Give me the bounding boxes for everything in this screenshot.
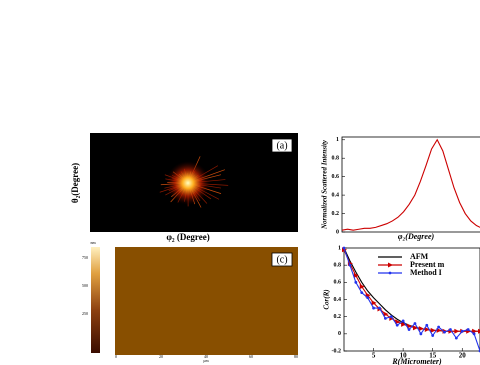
marker bbox=[412, 325, 418, 331]
line bbox=[341, 138, 480, 231]
panel-label: (c) bbox=[276, 254, 287, 265]
y-axis-label: θ₂(Degree) bbox=[70, 163, 80, 203]
y-tick-label: 0.8 bbox=[332, 156, 340, 162]
marker bbox=[378, 306, 381, 310]
y-tick-label: 0.2 bbox=[334, 314, 342, 320]
marker bbox=[401, 319, 405, 323]
colorbar-tick-label: 500 bbox=[82, 283, 88, 288]
x-tick-label: 40 bbox=[204, 354, 208, 359]
marker bbox=[425, 323, 429, 327]
colorbar bbox=[91, 247, 100, 353]
afm-image bbox=[115, 247, 298, 355]
marker bbox=[348, 263, 352, 267]
x-tick-label: 20 bbox=[459, 352, 467, 360]
marker bbox=[418, 326, 424, 332]
marker bbox=[449, 328, 452, 331]
colorbar-tick-label: 750 bbox=[82, 255, 88, 260]
colorbar-tick-label: 250 bbox=[82, 311, 88, 316]
y-tick-label: 0.8 bbox=[334, 263, 342, 269]
marker bbox=[472, 328, 478, 334]
legend-marker bbox=[388, 271, 392, 275]
marker bbox=[359, 284, 365, 290]
plot-frame bbox=[341, 136, 480, 233]
y-tick-label: -0.2 bbox=[332, 348, 342, 354]
x-tick-label: 15 bbox=[429, 352, 437, 360]
y-tick-label: 0.6 bbox=[332, 174, 340, 180]
marker bbox=[401, 321, 407, 327]
marker bbox=[371, 300, 377, 306]
marker bbox=[407, 328, 411, 331]
marker bbox=[454, 336, 458, 340]
marker bbox=[372, 306, 375, 310]
marker bbox=[437, 325, 441, 329]
y-tick-label: 0.4 bbox=[332, 192, 340, 198]
y-tick-label: 0.4 bbox=[334, 297, 342, 303]
marker bbox=[419, 332, 423, 336]
marker bbox=[430, 327, 436, 333]
marker bbox=[360, 291, 364, 295]
x-tick-label: 5 bbox=[372, 352, 376, 360]
marker bbox=[366, 296, 370, 300]
legend-marker bbox=[388, 262, 393, 268]
x-tick-label: 10 bbox=[400, 352, 408, 360]
x-axis-label: φ₂(Degree) bbox=[398, 232, 435, 241]
x-tick-label: 0 bbox=[115, 354, 117, 359]
x-axis-label: φ₂ (Degree) bbox=[166, 232, 209, 242]
marker bbox=[354, 280, 358, 284]
legend-label: Present m bbox=[410, 260, 445, 269]
y-axis-label: Normalized Scattered Intensity bbox=[321, 139, 329, 230]
panel-label: (a) bbox=[276, 140, 287, 151]
marker bbox=[431, 334, 435, 337]
legend-label: Method I bbox=[410, 268, 442, 277]
marker bbox=[353, 272, 359, 278]
x-tick-label: 80 bbox=[294, 354, 298, 359]
x-axis-label: R(Micrometer) bbox=[391, 357, 442, 365]
marker bbox=[443, 330, 446, 334]
marker bbox=[407, 323, 413, 329]
y-tick-label: 1 bbox=[338, 245, 341, 251]
marker bbox=[424, 327, 430, 333]
y-tick-label: 0 bbox=[338, 331, 341, 337]
x-axis-unit: μm bbox=[203, 358, 209, 363]
speckle-center bbox=[166, 161, 210, 205]
marker bbox=[383, 311, 389, 317]
marker bbox=[395, 323, 399, 327]
y-tick-label: 0.6 bbox=[334, 280, 342, 286]
y-tick-label: 1 bbox=[336, 137, 339, 143]
marker bbox=[413, 322, 417, 325]
marker bbox=[436, 327, 442, 333]
marker bbox=[472, 332, 476, 336]
x-tick-label: 20 bbox=[159, 354, 163, 359]
panel-label-box bbox=[271, 252, 293, 267]
marker bbox=[342, 246, 346, 250]
colorbar-unit: nm bbox=[90, 240, 96, 245]
y-axis-label: Cor(R) bbox=[323, 289, 331, 309]
panel-label-box bbox=[271, 138, 293, 153]
y-tick-label: 0 bbox=[336, 229, 339, 235]
marker bbox=[383, 316, 387, 320]
x-tick-label: 60 bbox=[249, 354, 253, 359]
marker bbox=[454, 328, 460, 334]
marker bbox=[389, 315, 393, 319]
marker bbox=[460, 329, 464, 333]
y-tick-label: 0.2 bbox=[332, 211, 340, 217]
marker bbox=[395, 319, 401, 325]
legend-label: AFM bbox=[410, 252, 429, 261]
marker bbox=[466, 328, 470, 331]
